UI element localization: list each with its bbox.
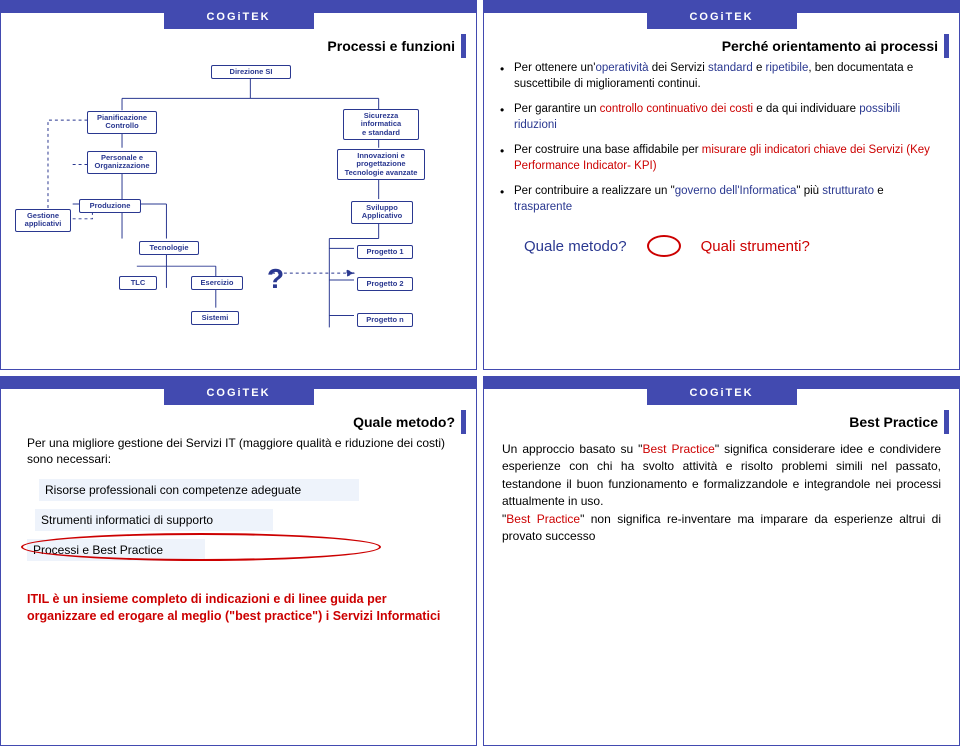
b1-hl3: ripetibile: [766, 62, 809, 74]
node-direzione: Direzione SI: [211, 65, 291, 79]
node-progetto1: Progetto 1: [357, 245, 413, 259]
slide-topbar: COGiTEK Processi e funzioni: [1, 1, 476, 45]
question-mark: ?: [267, 263, 284, 295]
red-oval-icon: [647, 235, 681, 257]
b2-post: e da qui individuare: [753, 103, 859, 115]
node-produzione: Produzione: [79, 199, 141, 213]
quali-strumenti: Quali strumenti?: [701, 238, 810, 255]
node-gestione: Gestioneapplicativi: [15, 209, 71, 232]
logo-block: COGiTEK: [164, 381, 314, 405]
node-sicurezza: Sicurezzainformaticae standard: [343, 109, 419, 140]
b4-hl2: strutturato: [822, 185, 874, 197]
b4-hl3: trasparente: [514, 201, 572, 213]
logo-text: COGiTEK: [689, 387, 753, 399]
node-personale: Personale eOrganizzazione: [87, 151, 157, 174]
slide-topbar: COGiTEK Best Practice: [484, 377, 959, 421]
bullet-1: Per ottenere un'operatività dei Servizi …: [500, 61, 943, 92]
best-practice-paragraph: Un approccio basato su "Best Practice" s…: [494, 427, 949, 545]
best-practice-wrap: Processi e Best Practice: [27, 539, 450, 561]
b1-pre: Per ottenere un': [514, 62, 595, 74]
b3-pre: Per costruire una base affidabile per: [514, 144, 702, 156]
node-progetton: Progetto n: [357, 313, 413, 327]
slide-topbar: COGiTEK Perché orientamento ai processi: [484, 1, 959, 45]
b2-hl: controllo continuativo dei costi: [600, 103, 753, 115]
logo-block: COGiTEK: [647, 381, 797, 405]
slide-body: Un approccio basato su "Best Practice" s…: [494, 427, 949, 733]
b4-pre: Per contribuire a realizzare un ": [514, 185, 675, 197]
node-pianificazione: PianificazioneControllo: [87, 111, 157, 134]
title-bar: [461, 410, 466, 434]
b1-hl2: standard: [708, 62, 753, 74]
p1a: Un approccio basato su ": [502, 442, 642, 456]
node-progetto2: Progetto 2: [357, 277, 413, 291]
slide-body: Per ottenere un'operatività dei Servizi …: [494, 51, 949, 357]
quale-metodo: Quale metodo?: [524, 238, 627, 255]
logo-block: COGiTEK: [164, 5, 314, 29]
node-sviluppo: SviluppoApplicativo: [351, 201, 413, 224]
node-tecnologie: Tecnologie: [139, 241, 199, 255]
b1-hl1: operatività: [595, 62, 648, 74]
slide-body: Direzione SI PianificazioneControllo Per…: [11, 51, 466, 357]
bullet-2: Per garantire un controllo continuativo …: [500, 102, 943, 133]
intro-text: Per una migliore gestione dei Servizi IT…: [27, 435, 450, 467]
b1-mid1: dei Servizi: [649, 62, 708, 74]
slide-body: Per una migliore gestione dei Servizi IT…: [11, 435, 466, 741]
slide-perche-orientamento: COGiTEK Perché orientamento ai processi …: [483, 0, 960, 370]
b4-hl: governo dell'Informatica: [675, 185, 797, 197]
bullet-list: Per ottenere un'operatività dei Servizi …: [494, 51, 949, 215]
slide-best-practice: COGiTEK Best Practice Un approccio basat…: [483, 376, 960, 746]
logo-text: COGiTEK: [206, 11, 270, 23]
slide-processi-funzioni: COGiTEK Processi e funzioni: [0, 0, 477, 370]
slide-topbar: COGiTEK Quale metodo?: [1, 377, 476, 421]
line-processi: Processi e Best Practice: [27, 539, 205, 561]
b4-mid2: e: [874, 185, 884, 197]
p1b: Best Practice: [642, 442, 714, 456]
logo-text: COGiTEK: [206, 387, 270, 399]
slide-quale-metodo: COGiTEK Quale metodo? Per una migliore g…: [0, 376, 477, 746]
slide-title: Quale metodo?: [353, 414, 455, 430]
b2-pre: Per garantire un: [514, 103, 600, 115]
line-strumenti: Strumenti informatici di supporto: [35, 509, 273, 531]
title-row: Quale metodo?: [353, 405, 466, 438]
itil-statement: ITIL è un insieme completo di indicazion…: [27, 591, 450, 625]
node-sistemi: Sistemi: [191, 311, 239, 325]
question-line: Quale metodo? Quali strumenti?: [494, 235, 949, 257]
b4-mid: " più: [796, 185, 822, 197]
bullet-4: Per contribuire a realizzare un "governo…: [500, 184, 943, 215]
p2b: Best Practice: [506, 512, 580, 526]
node-esercizio: Esercizio: [191, 276, 243, 290]
line-risorse: Risorse professionali con competenze ade…: [39, 479, 359, 501]
logo-text: COGiTEK: [689, 11, 753, 23]
node-innovazioni: Innovazioni eprogettazioneTecnologie ava…: [337, 149, 425, 180]
node-tlc: TLC: [119, 276, 157, 290]
b1-mid2: e: [753, 62, 766, 74]
logo-block: COGiTEK: [647, 5, 797, 29]
bullet-3: Per costruire una base affidabile per mi…: [500, 143, 943, 174]
